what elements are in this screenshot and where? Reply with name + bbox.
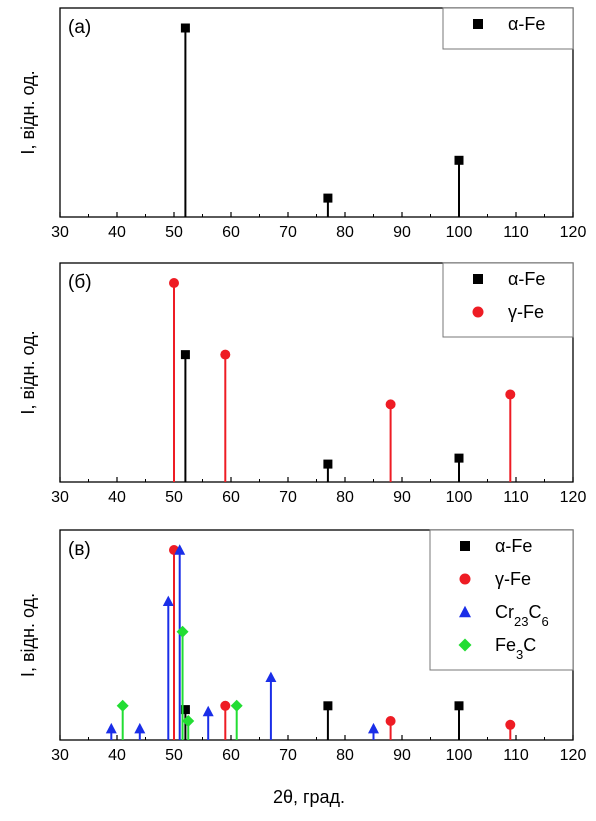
peak-marker [368, 722, 379, 734]
x-tick-label: 90 [393, 224, 411, 241]
legend-entry: α-Fe [508, 269, 545, 289]
peak-marker [323, 193, 333, 203]
x-tick-label: 50 [165, 224, 183, 241]
x-tick-label: 100 [446, 224, 473, 241]
x-tick-label: 30 [51, 747, 69, 764]
panel-a: 30 40 50 60 70 80 90 100 110 120 (а) I, відн. од. α-… [18, 7, 587, 241]
legend-marker [473, 19, 483, 29]
x-tick-label: 120 [560, 224, 587, 241]
x-tick-label: 70 [279, 489, 297, 506]
y-axis-label: I, відн. од. [18, 593, 38, 677]
y-axis-label: I, відн. од. [18, 330, 38, 414]
peak-marker [385, 399, 396, 410]
legend-box [429, 529, 574, 671]
peak-marker [505, 389, 516, 400]
peak-marker [162, 595, 174, 607]
x-tick-label: 90 [393, 489, 411, 506]
legend-entry: Fe3C [495, 635, 536, 662]
peak-marker [385, 716, 396, 726]
x-tick-label: 30 [51, 224, 69, 241]
peak-marker [182, 715, 195, 727]
x-tick-label: 120 [560, 489, 587, 506]
peak-marker [180, 350, 190, 360]
x-tick-label: 80 [336, 489, 354, 506]
peak-marker [505, 719, 516, 730]
x-tick-label: 110 [503, 224, 529, 241]
x-tick-label: 50 [165, 747, 183, 764]
panel-b: 30 40 50 60 70 80 90 100 110 120 (б) I, відн. од. α-… [18, 262, 587, 506]
peak-marker [105, 722, 117, 734]
panel-label: (а) [68, 17, 91, 38]
x-tick-label: 30 [51, 489, 69, 506]
peak-marker [454, 155, 464, 165]
x-tick-label: 80 [336, 224, 354, 241]
peak-marker [174, 544, 186, 555]
x-tick-label: 50 [165, 489, 183, 506]
panel-label: (б) [68, 272, 92, 293]
x-axis-label: 2θ, град. [273, 787, 345, 807]
x-tick-label: 90 [393, 747, 411, 764]
legend-marker [460, 541, 470, 551]
panel-v: 30 40 50 60 70 80 90 100 110 120 (в) I, відн. од. α-… [18, 529, 587, 764]
x-tick-label: 40 [108, 224, 126, 241]
peak-marker [454, 453, 464, 463]
panel-label: (в) [68, 539, 91, 560]
x-tick-label: 60 [222, 747, 240, 764]
peak-marker [134, 722, 146, 734]
legend-marker [458, 638, 472, 652]
peak-marker [220, 700, 231, 711]
peak-marker [176, 625, 189, 638]
peak-marker [454, 701, 464, 711]
peak-marker [230, 699, 243, 712]
peak-marker [180, 705, 190, 715]
x-tick-label: 70 [279, 224, 297, 241]
legend-marker [459, 573, 471, 585]
legend-marker [459, 605, 471, 618]
x-tick-label: 80 [336, 747, 354, 764]
y-axis-label: I, відн. од. [18, 70, 38, 154]
x-tick-label: 60 [222, 224, 240, 241]
x-tick-label: 100 [446, 747, 473, 764]
legend-box [442, 262, 574, 338]
peak-marker [323, 701, 333, 711]
x-tick-label: 70 [279, 747, 297, 764]
legend-box [442, 7, 574, 50]
x-tick-label: 120 [560, 747, 587, 764]
legend-entry: α-Fe [508, 14, 545, 34]
legend-entry: γ-Fe [495, 569, 531, 589]
x-tick-label: 40 [108, 747, 126, 764]
peak-marker [265, 671, 277, 683]
peak-marker [169, 278, 179, 288]
x-tick-label: 110 [503, 747, 529, 764]
legend-marker [472, 306, 484, 318]
peak-marker [220, 349, 231, 360]
x-tick-label: 40 [108, 489, 126, 506]
x-tick-label: 100 [446, 489, 473, 506]
legend-marker [473, 274, 483, 284]
peak-marker [202, 705, 214, 717]
peak-marker [116, 699, 129, 712]
peak-marker [180, 23, 190, 33]
legend-entry: Cr23C6 [495, 602, 549, 629]
x-tick-label: 60 [222, 489, 240, 506]
legend-entry: α-Fe [495, 536, 532, 556]
legend-entry: γ-Fe [508, 302, 544, 322]
x-tick-label: 110 [503, 489, 529, 506]
peak-marker [323, 459, 333, 469]
